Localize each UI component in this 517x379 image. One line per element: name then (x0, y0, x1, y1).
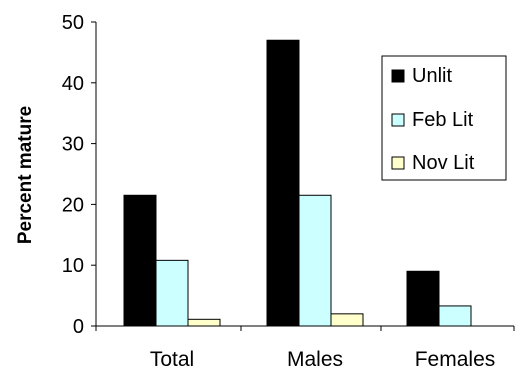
legend-swatch (391, 69, 405, 83)
legend-swatch (391, 113, 405, 127)
bar (266, 39, 300, 327)
y-tick-label: 30 (62, 134, 84, 156)
legend-label: Feb Lit (412, 109, 474, 131)
y-tick-label: 40 (62, 73, 84, 95)
bar (406, 270, 440, 327)
y-tick-label: 10 (62, 255, 84, 277)
y-tick-label: 20 (62, 194, 84, 216)
x-category-label: Total (150, 348, 194, 371)
bar (155, 259, 189, 327)
x-category-label: Females (415, 348, 496, 371)
bar (187, 318, 221, 327)
bar (438, 305, 472, 327)
axes: 0 10 20 30 40 50 Total Males Females (62, 12, 515, 371)
y-tick-label: 50 (62, 12, 84, 34)
bar (330, 313, 364, 327)
bar (298, 194, 332, 327)
bar (123, 194, 157, 327)
x-category-label: Males (287, 348, 343, 371)
y-tick-label: 0 (73, 316, 84, 338)
legend-label: Nov Lit (412, 152, 475, 174)
y-axis-label: Percent mature (15, 106, 36, 244)
legend-swatch (391, 156, 405, 170)
legend: Unlit Feb Lit Nov Lit (381, 55, 507, 181)
bars (123, 39, 472, 327)
legend-label: Unlit (412, 65, 452, 87)
